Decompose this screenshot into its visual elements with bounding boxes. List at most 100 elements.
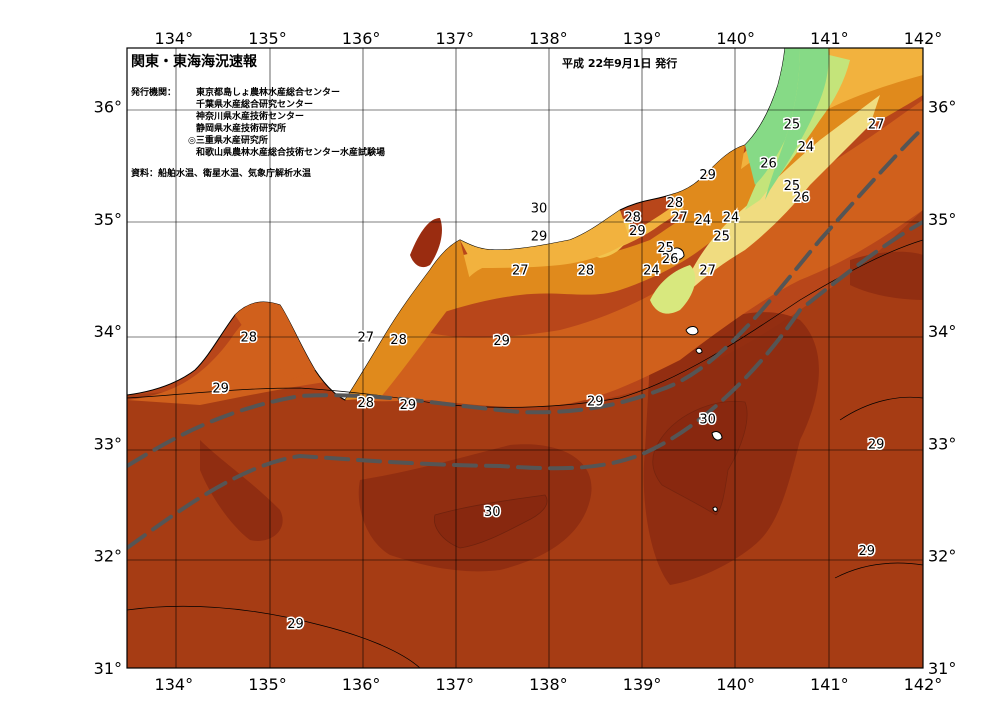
sst-region-24-sagami (650, 265, 696, 314)
temperature-label: 26 (662, 252, 679, 267)
publisher-6: 和歌山県農林水産総合技術センター水産試験場 (195, 146, 385, 158)
sst-region-30-east-large (643, 312, 819, 585)
temperature-label: 26 (760, 157, 777, 172)
temperature-label: 29 (212, 381, 229, 396)
longitude-labels-top: 134° 135° 136° 137° 138° 139° 140° 141° 142° (155, 29, 943, 48)
temperature-label: 25 (713, 230, 730, 245)
temperature-label: 27 (512, 263, 529, 278)
graticule (127, 48, 923, 668)
latitude-label-left: 35° (94, 210, 122, 229)
publisher-4: 静岡県水産技術研究所 (196, 122, 286, 134)
longitude-label-top: 141° (810, 29, 849, 48)
latitude-label-right: 34° (928, 322, 956, 341)
contour-lines (127, 239, 923, 668)
temperature-label: 29 (400, 398, 417, 413)
sst-region-30-center (358, 444, 592, 572)
temperature-label: 29 (859, 544, 876, 559)
temperature-label: 25 (784, 117, 801, 132)
longitude-label-bottom: 136° (342, 675, 381, 694)
temperature-label: 29 (587, 395, 604, 410)
temperature-label: 24 (798, 140, 815, 155)
publisher-1: 東京都島しょ農林水産総合センター (196, 86, 340, 98)
temperature-label: 30 (699, 413, 716, 428)
temperature-label: 29 (493, 334, 510, 349)
publisher-5: ◎三重県水産研究所 (188, 134, 268, 146)
map-title: 関東・東海海況速報 (131, 53, 258, 70)
longitude-label-top: 138° (529, 29, 568, 48)
temperature-label: 28 (578, 263, 595, 278)
island-oshima (685, 326, 699, 336)
latitude-label-right: 33° (928, 434, 956, 453)
temperature-label: 28 (667, 196, 684, 211)
temperature-label: 27 (671, 211, 688, 226)
temperature-label: 27 (699, 263, 716, 278)
latitude-label-left: 34° (94, 322, 122, 341)
sst-coast-izu (670, 145, 745, 215)
longitude-label-bottom: 137° (435, 675, 474, 694)
longitude-label-bottom: 140° (716, 675, 755, 694)
temperature-label: 27 (358, 331, 375, 346)
latitude-labels-left: 36° 35° 34° 33° 32° 31° (94, 98, 122, 678)
island-aogashima (712, 506, 718, 512)
temperature-label: 28 (390, 333, 407, 348)
sst-coast-27 (345, 240, 470, 400)
longitude-label-bottom: 139° (623, 675, 662, 694)
sst-region-30-kumano (410, 218, 442, 268)
temperature-label: 25 (784, 179, 801, 194)
longitude-label-bottom: 135° (248, 675, 287, 694)
latitude-label-left: 31° (94, 659, 122, 678)
map-frame (126, 47, 924, 669)
temperature-label: 29 (531, 230, 548, 245)
longitude-label-bottom: 138° (529, 675, 568, 694)
sst-region-28 (127, 100, 923, 408)
longitude-label-top: 139° (623, 29, 662, 48)
temperature-label: 30 (484, 505, 501, 520)
sst-region-30-west (200, 440, 283, 541)
sst-region-25 (680, 95, 880, 300)
kuroshio-axis (127, 126, 923, 550)
island-hachijo (711, 431, 723, 441)
kuroshio-south-edge (127, 220, 923, 550)
latitude-label-right: 36° (928, 98, 956, 117)
temperature-label: 25 (657, 241, 674, 256)
island-miyake (695, 347, 703, 354)
issue-date: 平成 22年9月1日 発行 (562, 56, 677, 70)
longitude-label-top: 134° (155, 29, 194, 48)
latitude-label-right: 32° (928, 547, 956, 566)
data-source: 資料：船舶水温、衛星水温、気象庁解析水温 (131, 167, 311, 179)
island-inland-lake (671, 247, 685, 260)
sst-coast-boso (745, 48, 800, 185)
longitude-label-bottom: 141° (810, 675, 849, 694)
latitude-label-right: 31° (928, 659, 956, 678)
longitude-label-bottom: 134° (155, 675, 194, 694)
sst-coast-26 (460, 210, 630, 268)
longitude-label-top: 142° (904, 29, 943, 48)
temperature-label: 29 (868, 437, 885, 452)
publisher-label: 発行機関： (130, 86, 176, 98)
publisher-2: 千葉県水産総合研究センター (196, 98, 313, 110)
latitude-labels-right: 36° 35° 34° 33° 32° 31° (928, 98, 956, 678)
temperature-label: 24 (723, 211, 740, 226)
longitude-label-top: 135° (248, 29, 287, 48)
temperature-label: 30 (531, 202, 548, 217)
temperature-label: 29 (629, 224, 646, 239)
info-panel: 関東・東海海況速報 平成 22年9月1日 発行 発行機関： 東京都島しょ農林水産… (130, 53, 677, 179)
temperature-label: 28 (240, 331, 257, 346)
temperature-label: 29 (287, 617, 304, 632)
latitude-label-left: 36° (94, 98, 122, 117)
longitude-label-bottom: 142° (904, 675, 943, 694)
kuroshio-north-edge (127, 126, 923, 468)
latitude-label-left: 33° (94, 434, 122, 453)
temperature-label: 24 (695, 213, 712, 228)
temperature-label: 24 (643, 263, 660, 278)
sst-region-30-ne (850, 251, 923, 300)
longitude-label-top: 136° (342, 29, 381, 48)
temperature-label: 28 (624, 211, 641, 226)
sst-region-23 (765, 48, 829, 200)
latitude-label-right: 35° (928, 210, 956, 229)
longitude-label-top: 140° (716, 29, 755, 48)
temperature-label: 28 (358, 396, 375, 411)
